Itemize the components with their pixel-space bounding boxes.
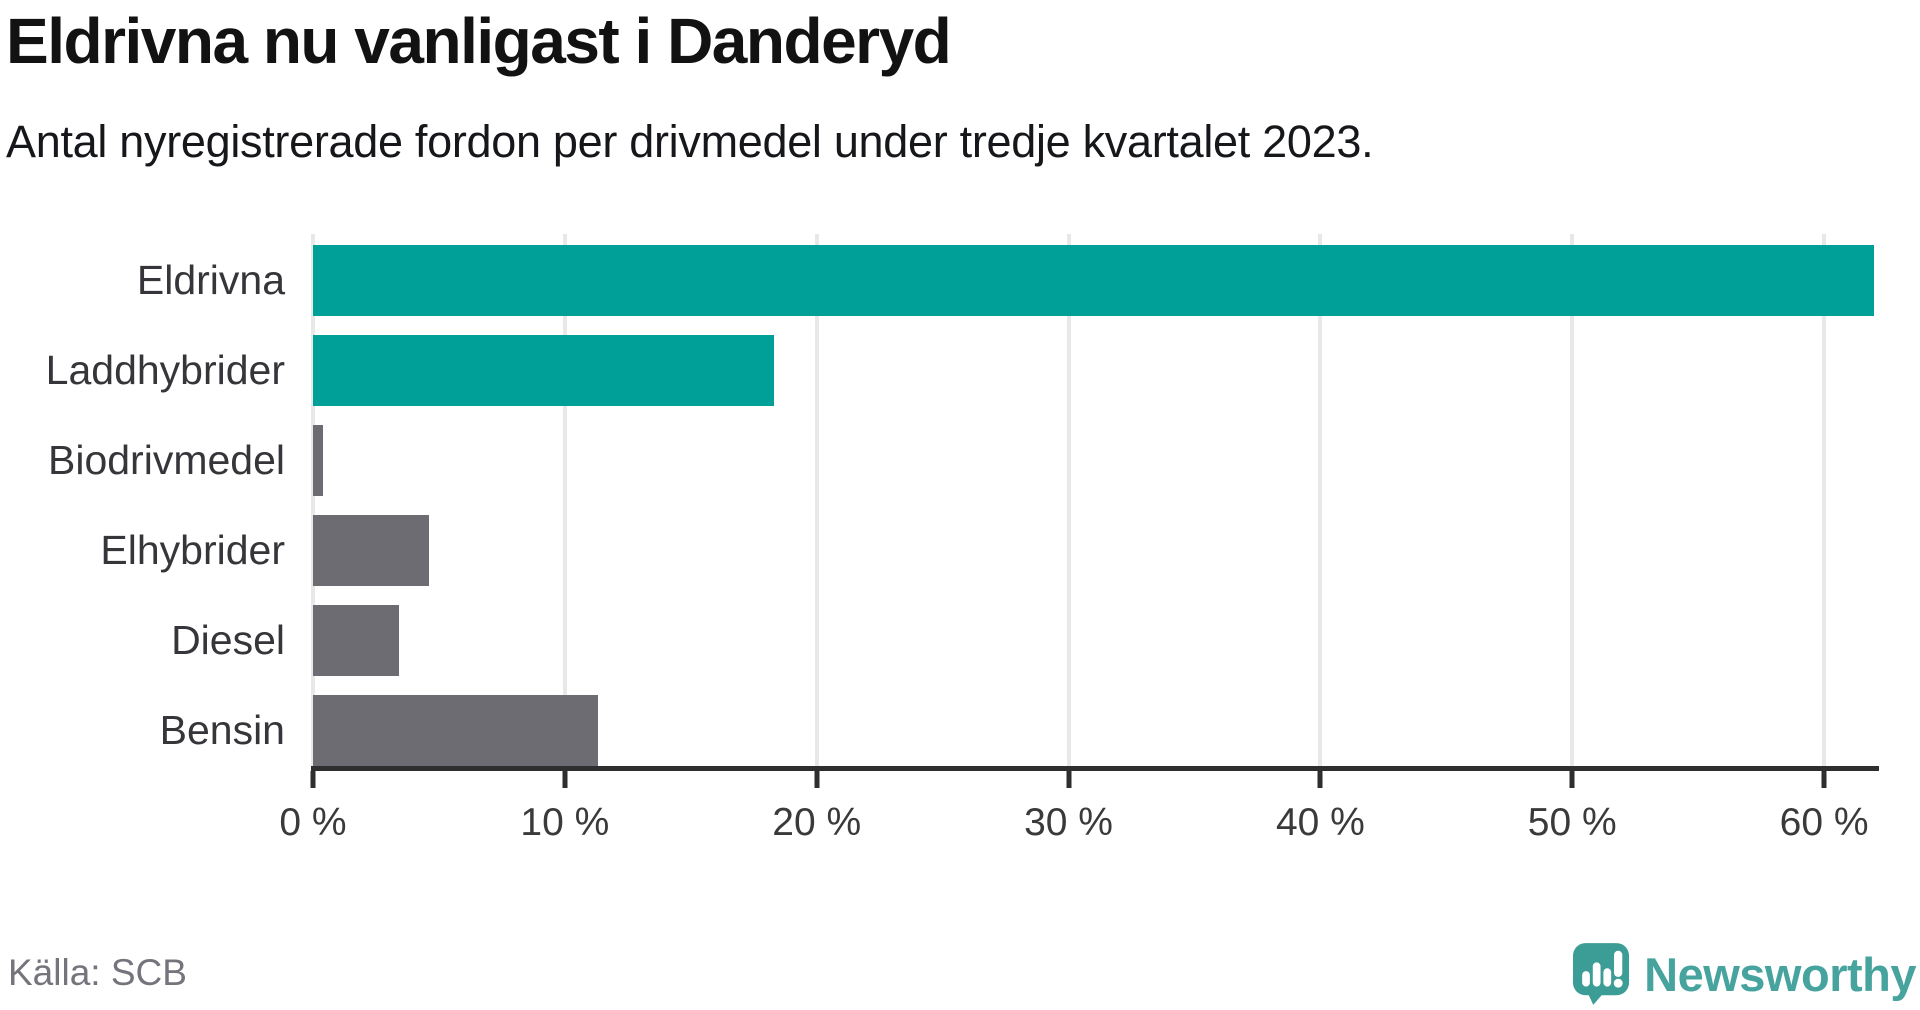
x-axis-tick-label: 50 %: [1527, 801, 1617, 844]
brand-wordmark: Newsworthy: [1644, 947, 1916, 1001]
category-label: Biodrivmedel: [48, 437, 285, 483]
bar-diesel: [313, 605, 399, 676]
gridline: [814, 234, 819, 766]
gridline: [1570, 234, 1575, 766]
x-axis-tick-label: 40 %: [1275, 801, 1365, 844]
x-axis-tick-mark: [1317, 771, 1323, 788]
x-axis-tick-label: 10 %: [520, 801, 610, 844]
bar-biodrivmedel: [313, 425, 324, 496]
source-note: Källa: SCB: [8, 952, 187, 993]
x-axis-tick-mark: [1821, 771, 1827, 788]
x-axis-tick-mark: [310, 771, 316, 788]
x-axis-tick-mark: [1066, 771, 1072, 788]
category-label: Diesel: [171, 617, 285, 663]
page-title: Eldrivna nu vanligast i Danderyd: [6, 5, 952, 77]
category-label: Elhybrider: [100, 527, 285, 573]
chart-subtitle: Antal nyregistrerade fordon per drivmede…: [6, 116, 1374, 167]
brand-footer: Newsworthy: [1572, 942, 1916, 1006]
x-axis-tick-mark: [1569, 771, 1575, 788]
x-axis-line: [311, 766, 1879, 771]
newsworthy-logo-icon: [1572, 942, 1630, 1006]
category-label: Laddhybrider: [45, 347, 285, 393]
gridline: [311, 234, 315, 766]
gridline: [1066, 234, 1071, 766]
category-labels-column: Eldrivna Laddhybrider Biodrivmedel Elhybrid…: [0, 234, 285, 766]
x-axis-tick-label: 0 %: [279, 801, 347, 844]
plot-area: [311, 234, 1877, 766]
x-axis-ticks: 0 % 10 % 20 % 30 % 40 % 50 % 60 %: [279, 771, 1877, 861]
bar-eldrivna: [313, 245, 1875, 316]
gridline: [1822, 234, 1827, 766]
gridline: [1318, 234, 1323, 766]
bar-laddhybrider: [313, 335, 774, 406]
x-axis-tick-label: 60 %: [1779, 801, 1869, 844]
x-axis-tick-label: 20 %: [772, 801, 862, 844]
category-label: Eldrivna: [136, 257, 285, 303]
gridline: [562, 234, 567, 766]
bar-bensin: [313, 695, 598, 766]
x-axis-tick-mark: [814, 771, 820, 788]
x-axis-tick-mark: [562, 771, 568, 788]
x-axis-tick-label: 30 %: [1024, 801, 1113, 844]
category-label: Bensin: [159, 707, 285, 753]
bar-elhybrider: [313, 515, 429, 586]
